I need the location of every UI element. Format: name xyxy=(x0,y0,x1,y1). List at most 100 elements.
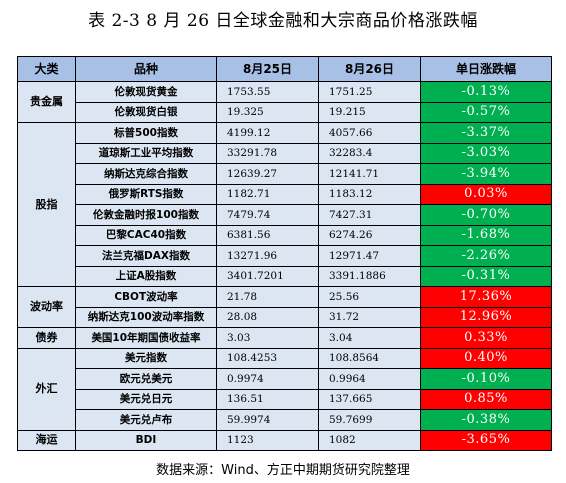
aug25-value-cell: 108.4253 xyxy=(216,347,319,369)
instrument-name-cell: 道琼斯工业平均指数 xyxy=(75,142,217,164)
aug25-value-cell: 1182.71 xyxy=(216,183,319,205)
daily-change-cell: -0.70% xyxy=(420,204,552,226)
category-cell: 波动率 xyxy=(17,286,76,328)
table-row: 伦敦金融时报100指数 7479.74 7427.31 -0.70% xyxy=(18,204,552,226)
daily-change-cell: -0.38% xyxy=(420,409,552,431)
aug26-value-cell: 32283.4 xyxy=(318,142,421,164)
table-row: 股指 标普500指数 4199.12 4057.66 -3.37% xyxy=(17,122,552,287)
daily-change-cell: -0.57% xyxy=(420,101,552,123)
aug26-value-cell: 12971.47 xyxy=(318,245,421,267)
category-cell: 股指 xyxy=(17,122,76,287)
aug26-value-cell: 31.72 xyxy=(318,306,421,328)
aug26-value-cell: 1751.25 xyxy=(318,81,421,103)
daily-change-cell: -0.13% xyxy=(420,81,552,103)
aug25-value-cell: 13271.96 xyxy=(216,245,319,267)
data-source-note: 数据来源：Wind、方正中期期货研究院整理 xyxy=(156,463,410,478)
daily-change-cell: -3.37% xyxy=(420,122,552,144)
instrument-name-cell: 伦敦现货黄金 xyxy=(75,81,217,103)
aug26-value-cell: 1082 xyxy=(318,429,421,451)
instrument-name-cell: 纳斯达克综合指数 xyxy=(75,163,217,185)
daily-change-cell: 0.40% xyxy=(420,347,552,369)
instrument-name-cell: 美元兑日元 xyxy=(75,388,217,410)
daily-change-cell: -0.31% xyxy=(420,265,552,287)
table-row: 上证A股指数 3401.7201 3391.1886 -0.31% xyxy=(18,265,552,287)
table-row: 债券 美国10年期国债收益率 3.03 3.04 0.33% xyxy=(17,327,552,349)
table-row: 伦敦现货白银 19.325 19.215 -0.57% xyxy=(18,101,552,123)
aug25-value-cell: 1123 xyxy=(216,429,319,451)
table-row: 波动率 CBOT波动率 21.78 25.56 17.36% xyxy=(17,286,552,328)
table-row: 纳斯达克综合指数 12639.27 12141.71 -3.94% xyxy=(18,163,552,185)
aug25-value-cell: 12639.27 xyxy=(216,163,319,185)
daily-change-cell: -3.65% xyxy=(420,429,552,451)
table-body: 贵金属 伦敦现货黄金 1753.55 1751.25 -0.13% 伦敦现货白银 19.32… xyxy=(17,81,552,451)
aug26-value-cell: 3391.1886 xyxy=(318,265,421,287)
aug25-value-cell: 4199.12 xyxy=(216,122,319,144)
table-row: 法兰克福DAX指数 13271.96 12971.47 -2.26% xyxy=(18,245,552,267)
table-row: 外汇 美元指数 108.4253 108.8564 0.40% xyxy=(17,347,552,431)
instrument-name-cell: 美国10年期国债收益率 xyxy=(75,327,217,349)
table-row: 巴黎CAC40指数 6381.56 6274.26 -1.68% xyxy=(18,224,552,246)
header-daily-change: 单日涨跌幅 xyxy=(420,56,552,82)
daily-change-cell: -3.03% xyxy=(420,142,552,164)
instrument-name-cell: 纳斯达克100波动率指数 xyxy=(75,306,217,328)
instrument-name-cell: CBOT波动率 xyxy=(75,286,217,308)
instrument-name-cell: 美元指数 xyxy=(75,347,217,369)
aug26-value-cell: 137.665 xyxy=(318,388,421,410)
daily-change-cell: 0.85% xyxy=(420,388,552,410)
header-category: 大类 xyxy=(17,56,76,82)
instrument-name-cell: 伦敦金融时报100指数 xyxy=(75,204,217,226)
table-row: 美元兑卢布 59.9974 59.7699 -0.38% xyxy=(18,409,552,431)
daily-change-cell: 0.03% xyxy=(420,183,552,205)
table-row: 欧元兑美元 0.9974 0.9964 -0.10% xyxy=(18,368,552,390)
header-row: 大类 品种 8月25日 8月26日 单日涨跌幅 xyxy=(17,56,552,82)
aug25-value-cell: 7479.74 xyxy=(216,204,319,226)
aug25-value-cell: 136.51 xyxy=(216,388,319,410)
daily-change-cell: -0.10% xyxy=(420,368,552,390)
aug26-value-cell: 0.9964 xyxy=(318,368,421,390)
table-row: 美元兑日元 136.51 137.665 0.85% xyxy=(18,388,552,410)
aug26-value-cell: 12141.71 xyxy=(318,163,421,185)
table-header: 大类 品种 8月25日 8月26日 单日涨跌幅 xyxy=(17,56,552,82)
aug25-value-cell: 28.08 xyxy=(216,306,319,328)
aug26-value-cell: 6274.26 xyxy=(318,224,421,246)
header-aug25: 8月25日 xyxy=(216,56,319,82)
daily-change-cell: 17.36% xyxy=(420,286,552,308)
daily-change-cell: -2.26% xyxy=(420,245,552,267)
aug26-value-cell: 4057.66 xyxy=(318,122,421,144)
aug25-value-cell: 19.325 xyxy=(216,101,319,123)
instrument-name-cell: BDI xyxy=(75,429,217,451)
aug25-value-cell: 3401.7201 xyxy=(216,265,319,287)
category-cell: 海运 xyxy=(17,429,76,451)
header-instrument: 品种 xyxy=(75,56,217,82)
daily-change-cell: -3.94% xyxy=(420,163,552,185)
price-change-table: 大类 品种 8月25日 8月26日 单日涨跌幅 贵金属 伦敦现货黄金 1753.55… xyxy=(17,56,552,451)
category-cell: 贵金属 xyxy=(17,81,76,123)
aug25-value-cell: 59.9974 xyxy=(216,409,319,431)
aug25-value-cell: 21.78 xyxy=(216,286,319,308)
category-cell: 债券 xyxy=(17,327,76,349)
daily-change-cell: 12.96% xyxy=(420,306,552,328)
aug25-value-cell: 33291.78 xyxy=(216,142,319,164)
aug26-value-cell: 19.215 xyxy=(318,101,421,123)
aug25-value-cell: 3.03 xyxy=(216,327,319,349)
table-row: 纳斯达克100波动率指数 28.08 31.72 12.96% xyxy=(18,306,552,328)
table-row: 道琼斯工业平均指数 33291.78 32283.4 -3.03% xyxy=(18,142,552,164)
table-title: 表 2-3 8 月 26 日全球金融和大宗商品价格涨跌幅 xyxy=(88,11,478,31)
aug26-value-cell: 108.8564 xyxy=(318,347,421,369)
category-cell: 外汇 xyxy=(17,347,76,431)
header-aug26: 8月26日 xyxy=(318,56,421,82)
aug26-value-cell: 59.7699 xyxy=(318,409,421,431)
instrument-name-cell: 标普500指数 xyxy=(75,122,217,144)
aug26-value-cell: 25.56 xyxy=(318,286,421,308)
aug25-value-cell: 0.9974 xyxy=(216,368,319,390)
instrument-name-cell: 上证A股指数 xyxy=(75,265,217,287)
instrument-name-cell: 美元兑卢布 xyxy=(75,409,217,431)
aug25-value-cell: 1753.55 xyxy=(216,81,319,103)
daily-change-cell: -1.68% xyxy=(420,224,552,246)
instrument-name-cell: 法兰克福DAX指数 xyxy=(75,245,217,267)
instrument-name-cell: 巴黎CAC40指数 xyxy=(75,224,217,246)
daily-change-cell: 0.33% xyxy=(420,327,552,349)
aug25-value-cell: 6381.56 xyxy=(216,224,319,246)
instrument-name-cell: 俄罗斯RTS指数 xyxy=(75,183,217,205)
aug26-value-cell: 1183.12 xyxy=(318,183,421,205)
